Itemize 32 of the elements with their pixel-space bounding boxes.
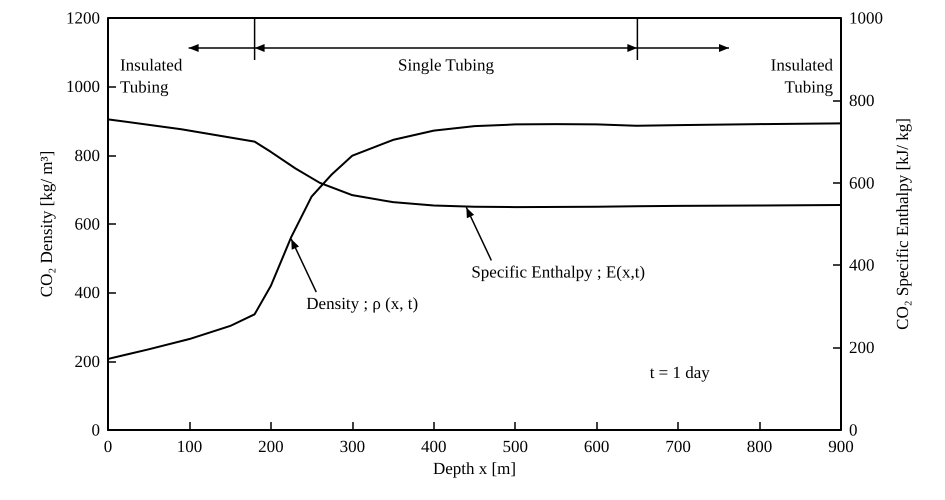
y-tick-label: 400 [74, 283, 100, 302]
y-tick-label: 1000 [66, 77, 100, 96]
x-tick-label: 100 [176, 437, 202, 456]
annotation: Insulated Tubing [770, 56, 834, 96]
annotation: Single Tubing [398, 56, 494, 74]
x-tick-label: 0 [104, 437, 112, 456]
annotation: Density ; ρ (x, t) [306, 294, 418, 314]
y2-tick-label: 200 [849, 338, 874, 358]
y-tick-label: 800 [74, 146, 100, 165]
y-tick-label: 200 [74, 352, 100, 371]
x-tick-label: 300 [340, 437, 366, 456]
x-tick-label: 500 [502, 437, 528, 456]
y2-tick-label: 400 [849, 256, 874, 275]
y-axis-title: CO₂ Density [kg/ m³] [37, 150, 56, 298]
x-tick-label: 400 [421, 437, 447, 456]
x-tick-label: 700 [665, 437, 691, 456]
y-tick-label: 1200 [66, 8, 100, 28]
y2-tick-label: 0 [849, 420, 858, 440]
y2-tick-label: 1000 [849, 8, 883, 28]
x-tick-label: 800 [746, 437, 772, 456]
y-tick-label: 0 [92, 420, 100, 440]
annotation: Insulated Tubing [120, 56, 183, 96]
x-tick-label: 200 [258, 437, 284, 456]
x-axis-title: Depth x [m] [432, 458, 516, 478]
x-tick-label: 600 [584, 437, 610, 456]
y-tick-label: 600 [74, 214, 100, 234]
y2-tick-label: 600 [849, 173, 874, 192]
y2-tick-label: 800 [849, 90, 874, 110]
annotation: Specific Enthalpy ; E(x,t) [471, 262, 646, 282]
y2-axis-title: CO₂ Specific Enthalpy [kJ/ kg] [892, 118, 912, 330]
annotation: t = 1 day [650, 363, 710, 382]
x-tick-label: 900 [828, 437, 854, 456]
